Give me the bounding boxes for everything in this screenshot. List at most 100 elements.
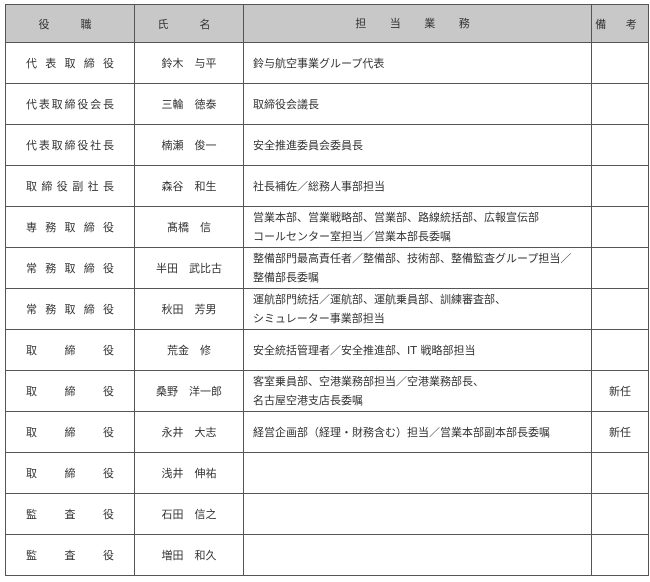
duty-line: 客室乗員部、空港業務部担当／空港業務部長、 (253, 375, 484, 388)
name-text: 三輪 徳泰 (161, 98, 217, 111)
duty-line: 営業本部、営業戦略部、営業部、路線統括部、広報宣伝部 (253, 211, 539, 224)
table-row: 専務取締役 髙橋 信 営業本部、営業戦略部、営業部、路線統括部、広報宣伝部 コールセン… (5, 206, 649, 248)
header-duties: 担 当 業 務 (243, 4, 592, 43)
header-role: 役 職 (5, 4, 135, 43)
duty-line: 整備部長委嘱 (253, 271, 319, 284)
name-text: 石田 信之 (161, 508, 217, 521)
notes-cell (591, 83, 649, 125)
notes-cell (591, 329, 649, 371)
notes-cell (591, 288, 649, 330)
role-cell: 専務取締役 (5, 206, 135, 248)
role-text: 代表取締役会長 (26, 98, 114, 111)
role-cell: 監査役 (5, 534, 135, 576)
header-row: 役 職 氏 名 担 当 業 務 備 考 (5, 4, 649, 43)
duties-cell: 運航部門統括／運航部、運航乗員部、訓練審査部、 シミュレーター事業部担当 (243, 288, 592, 330)
duty-line: 経営企画部（経理・財務含む）担当／営業本部副本部長委嘱 (253, 425, 550, 439)
role-cell: 取締役 (5, 329, 135, 371)
name-cell: 桑野 洋一郎 (134, 370, 244, 412)
name-cell: 荒金 修 (134, 329, 244, 371)
notes-cell (591, 534, 649, 576)
header-name: 氏 名 (134, 4, 244, 43)
table-row: 代表取締役会長 三輪 徳泰 取締役会議長 (5, 83, 649, 125)
notes-cell (591, 247, 649, 289)
role-text: 監査役 (26, 508, 114, 521)
name-cell: 髙橋 信 (134, 206, 244, 248)
duties-cell: 安全統括管理者／安全推進部、IT 戦略部担当 (243, 329, 592, 371)
role-text: 取締役 (26, 467, 114, 480)
duties-cell (243, 493, 592, 535)
name-text: 髙橋 信 (167, 221, 211, 234)
header-notes: 備 考 (591, 4, 649, 43)
role-cell: 取締役 (5, 370, 135, 412)
duties-cell: 取締役会議長 (243, 83, 592, 125)
role-text: 監査役 (26, 549, 114, 562)
role-text: 常務取締役 (26, 303, 114, 316)
table-row: 代表取締役 鈴木 与平 鈴与航空事業グループ代表 (5, 42, 649, 84)
name-text: 森谷 和生 (161, 180, 217, 193)
duty-line: 取締役会議長 (253, 97, 319, 111)
notes-cell (591, 452, 649, 494)
duty-line: シミュレーター事業部担当 (253, 312, 385, 325)
notes-cell (591, 493, 649, 535)
table-row: 常務取締役 半田 武比古 整備部門最高責任者／整備部、技術部、整備監査グループ担当／… (5, 247, 649, 289)
name-text: 鈴木 与平 (161, 57, 217, 70)
duty-line: コールセンター室担当／営業本部長委嘱 (253, 230, 451, 243)
duties-cell: 経営企画部（経理・財務含む）担当／営業本部副本部長委嘱 (243, 411, 592, 453)
role-cell: 代表取締役会長 (5, 83, 135, 125)
table-row: 取締役 荒金 修 安全統括管理者／安全推進部、IT 戦略部担当 (5, 329, 649, 371)
duties-cell: 安全推進委員会委員長 (243, 124, 592, 166)
notes-cell (591, 124, 649, 166)
name-cell: 楠瀬 俊一 (134, 124, 244, 166)
notes-cell (591, 206, 649, 248)
table-row: 取締役 浅井 伸祐 (5, 452, 649, 494)
name-cell: 秋田 芳男 (134, 288, 244, 330)
duties-cell: 社長補佐／総務人事部担当 (243, 165, 592, 207)
duties-cell (243, 534, 592, 576)
role-text: 取締役副社長 (26, 180, 114, 193)
role-cell: 監査役 (5, 493, 135, 535)
name-cell: 浅井 伸祐 (134, 452, 244, 494)
name-text: 桑野 洋一郎 (156, 385, 222, 398)
role-text: 取締役 (26, 426, 114, 439)
name-cell: 増田 和久 (134, 534, 244, 576)
role-cell: 取締役 (5, 452, 135, 494)
role-text: 取締役 (26, 344, 114, 357)
name-cell: 森谷 和生 (134, 165, 244, 207)
table-row: 代表取締役社長 楠瀬 俊一 安全推進委員会委員長 (5, 124, 649, 166)
role-text: 常務取締役 (26, 262, 114, 275)
name-text: 楠瀬 俊一 (161, 139, 217, 152)
name-text: 秋田 芳男 (161, 303, 217, 316)
table-row: 取締役副社長 森谷 和生 社長補佐／総務人事部担当 (5, 165, 649, 207)
duties-cell: 客室乗員部、空港業務部担当／空港業務部長、 名古屋空港支店長委嘱 (243, 370, 592, 412)
duty-line: 安全統括管理者／安全推進部、IT 戦略部担当 (253, 343, 476, 357)
role-cell: 常務取締役 (5, 247, 135, 289)
duty-line: 鈴与航空事業グループ代表 (253, 56, 385, 70)
name-cell: 三輪 徳泰 (134, 83, 244, 125)
role-text: 取締役 (26, 385, 114, 398)
duty-line: 安全推進委員会委員長 (253, 138, 363, 152)
name-cell: 永井 大志 (134, 411, 244, 453)
role-text: 代表取締役 (26, 57, 114, 70)
duty-line: 整備部門最高責任者／整備部、技術部、整備監査グループ担当／ (253, 252, 572, 265)
role-text: 代表取締役社長 (26, 139, 114, 152)
duties-cell: 整備部門最高責任者／整備部、技術部、整備監査グループ担当／ 整備部長委嘱 (243, 247, 592, 289)
name-text: 荒金 修 (167, 344, 211, 357)
role-cell: 代表取締役社長 (5, 124, 135, 166)
name-cell: 石田 信之 (134, 493, 244, 535)
role-cell: 代表取締役 (5, 42, 135, 84)
officers-table: 役 職 氏 名 担 当 業 務 備 考 代表取締役 鈴木 与平 鈴与航空事業グループ… (5, 4, 649, 576)
table-row: 監査役 増田 和久 (5, 534, 649, 576)
role-cell: 取締役副社長 (5, 165, 135, 207)
notes-cell (591, 165, 649, 207)
name-text: 増田 和久 (161, 549, 217, 562)
name-text: 浅井 伸祐 (161, 467, 217, 480)
role-text: 専務取締役 (26, 221, 114, 234)
notes-cell: 新任 (591, 370, 649, 412)
role-cell: 取締役 (5, 411, 135, 453)
role-cell: 常務取締役 (5, 288, 135, 330)
table-row: 取締役 永井 大志 経営企画部（経理・財務含む）担当／営業本部副本部長委嘱 新任 (5, 411, 649, 453)
notes-cell: 新任 (591, 411, 649, 453)
duty-line: 名古屋空港支店長委嘱 (253, 394, 363, 407)
table-row: 常務取締役 秋田 芳男 運航部門統括／運航部、運航乗員部、訓練審査部、 シミュレーター… (5, 288, 649, 330)
name-cell: 半田 武比古 (134, 247, 244, 289)
